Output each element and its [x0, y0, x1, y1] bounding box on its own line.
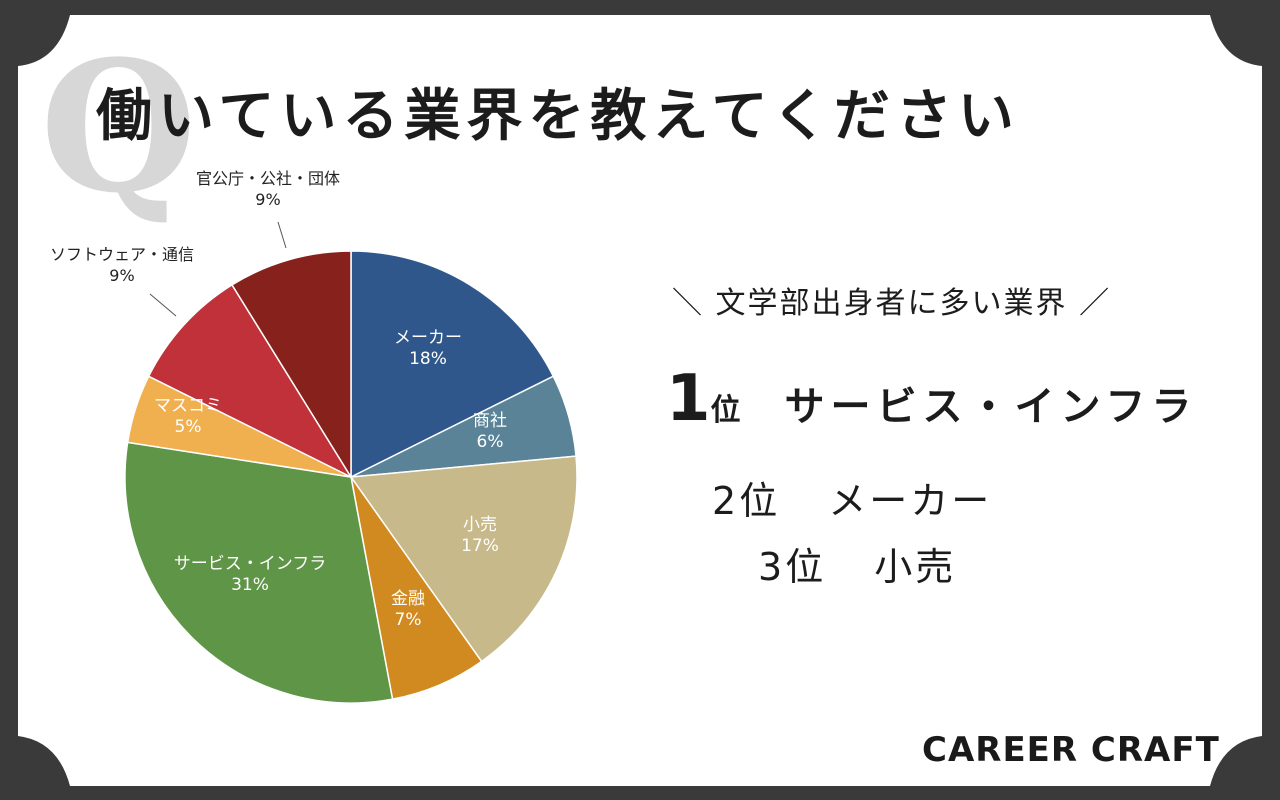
- rank-unit: 位: [710, 393, 741, 428]
- slice-category-label: ソフトウェア・通信: [50, 245, 194, 264]
- leader-line: [149, 293, 177, 317]
- rank-industry: 小売: [874, 545, 957, 589]
- slice-percent-label: 17%: [461, 536, 499, 556]
- rank-unit: 位: [739, 479, 781, 523]
- pie-slice: [124, 441, 394, 704]
- rank-row-2: 2位 メーカー: [712, 470, 992, 525]
- rank-row-3: 3位 小売: [758, 536, 956, 591]
- slice-percent-label: 9%: [255, 190, 280, 209]
- slice-percent-label: 31%: [231, 575, 269, 595]
- slice-percent-label: 9%: [109, 266, 134, 285]
- rank-number: 1: [666, 362, 711, 436]
- slice-category-label: マスコミ: [154, 396, 222, 416]
- slice-category-label: 金融: [391, 589, 425, 609]
- brand-logo-text: CAREER CRAFT: [922, 730, 1220, 770]
- pie-slice: [349, 455, 578, 663]
- slice-category-label: 小売: [463, 515, 497, 535]
- pie-slice: [230, 250, 352, 480]
- q-mark-decoration: Q: [40, 22, 197, 233]
- slice-percent-label: 5%: [175, 417, 202, 437]
- rank-number: 3: [758, 545, 786, 589]
- leader-line: [277, 221, 287, 249]
- slice-category-label: メーカー: [394, 328, 462, 348]
- page-title: 働いている業界を教えてください: [96, 84, 1020, 149]
- slice-percent-label: 7%: [395, 610, 422, 630]
- rank-industry: サービス・インフラ: [784, 384, 1198, 430]
- pie-slice: [147, 283, 354, 479]
- slice-category-label: サービス・インフラ: [174, 554, 327, 574]
- ranking-heading: ＼ 文学部出身者に多い業界 ／: [672, 286, 1112, 321]
- rank-unit: 位: [785, 545, 827, 589]
- rank-industry: メーカー: [828, 479, 993, 523]
- slice-percent-label: 18%: [409, 349, 447, 369]
- pie-slice: [350, 250, 555, 479]
- slice-category-label: 官公庁・公社・団体: [196, 169, 340, 188]
- slice-percent-label: 6%: [477, 432, 504, 452]
- rank-number: 2: [712, 479, 740, 523]
- slice-category-label: 商社: [473, 411, 507, 431]
- rank-row-1: 1位 サービス・インフラ: [666, 362, 1197, 436]
